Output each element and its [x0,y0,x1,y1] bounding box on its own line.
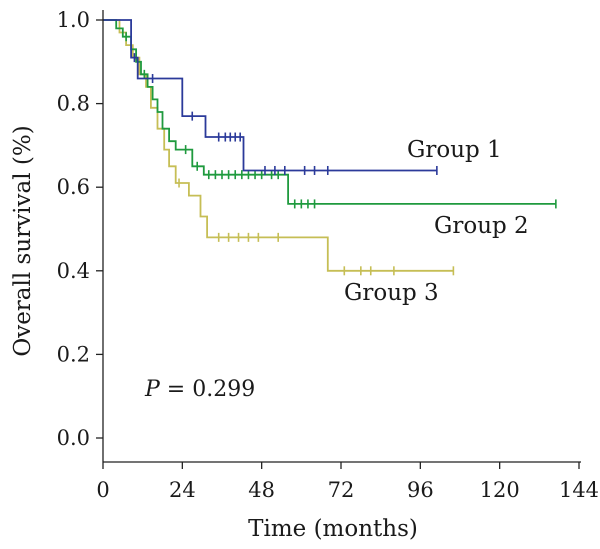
x-tick-label: 24 [169,478,196,502]
x-tick-label: 0 [96,478,109,502]
x-tick-label: 48 [248,478,275,502]
labels-layer: Time (months) Overall survival (%) P = 0… [10,125,418,542]
group-2-curve [103,19,556,205]
y-tick-label: 0.0 [57,426,90,450]
group-3-series [103,19,455,276]
x-axis-title: Time (months) [248,516,418,542]
y-tick-label: 0.4 [57,259,90,283]
ticks-layer: 0.0 0.2 0.4 0.6 0.8 1.0 0 24 48 72 96 120 144 [57,8,599,502]
group-2-label: Group 2 [434,213,529,239]
p-value-annotation: P = 0.299 [144,377,255,402]
p-value-symbol: P [144,377,161,402]
group-1-series [103,19,438,175]
x-tick-label: 120 [480,478,520,502]
x-tick-label: 72 [328,478,355,502]
y-tick-label: 0.8 [57,92,90,116]
group-1-curve [103,19,437,172]
series-layer: Group 3 Group 2 Group 1 [103,19,557,306]
group-2-series [103,19,557,209]
y-tick-label: 0.2 [57,342,90,366]
y-tick-label: 1.0 [57,8,90,32]
group-1-label: Group 1 [407,137,502,163]
y-tick-label: 0.6 [57,175,90,199]
y-axis-title: Overall survival (%) [10,125,36,356]
x-tick-label: 144 [559,478,599,502]
x-tick-label: 96 [407,478,434,502]
p-value-text: = 0.299 [160,377,255,402]
group-3-label: Group 3 [344,280,439,306]
